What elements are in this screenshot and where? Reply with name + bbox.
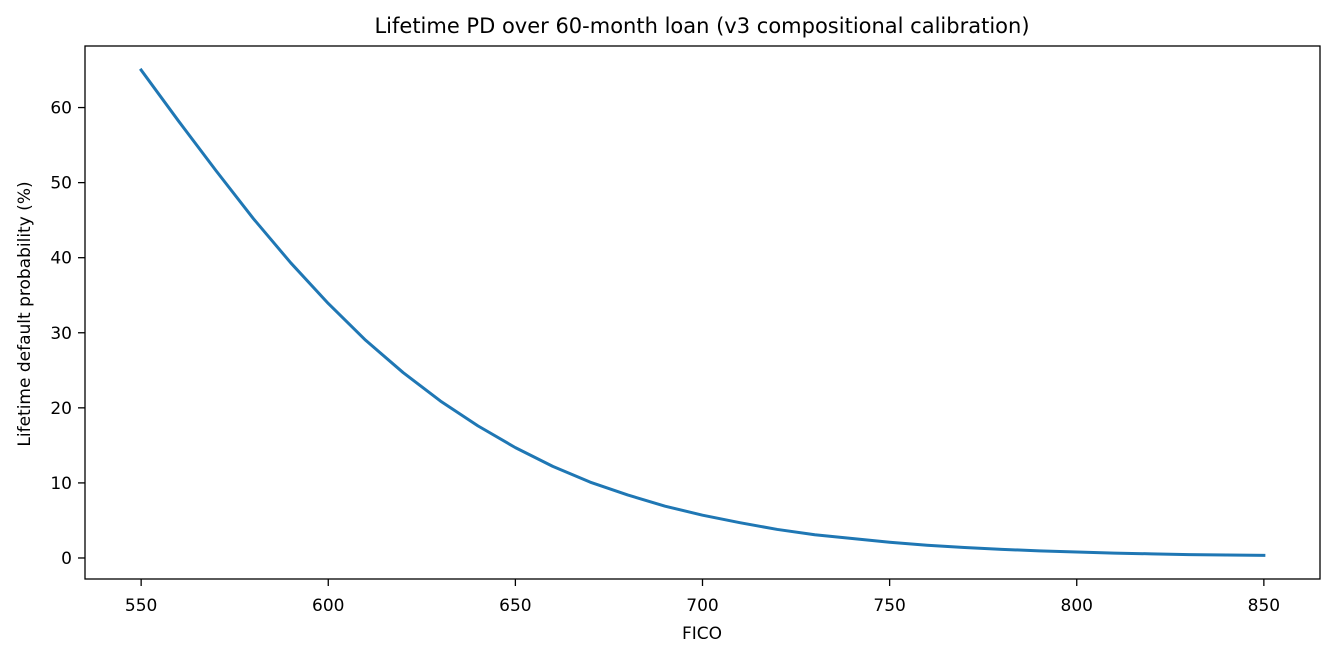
- x-tick-label: 550: [125, 596, 157, 616]
- x-tick-label: 600: [312, 596, 344, 616]
- x-axis-title: FICO: [682, 624, 722, 644]
- y-tick-label: 40: [50, 249, 72, 269]
- plot-area: 550 600 650 700 750 800 850 0 10 20 30 40 50 60: [50, 45, 1321, 616]
- x-tick-label: 850: [1248, 596, 1280, 616]
- x-tick-label: 800: [1061, 596, 1093, 616]
- x-tick-label: 700: [686, 596, 718, 616]
- y-tick-label: 0: [61, 549, 72, 569]
- y-axis-title: Lifetime default probability (%): [15, 181, 35, 446]
- x-tick-label: 650: [499, 596, 531, 616]
- y-tick-label: 50: [50, 174, 72, 194]
- series-line-1: [139, 67, 1266, 557]
- chart-title: Lifetime PD over 60-month loan (v3 compo…: [374, 14, 1029, 38]
- y-tick-label: 20: [50, 399, 72, 419]
- plot-frame: [84, 45, 1321, 580]
- y-tick-label: 30: [50, 324, 72, 344]
- y-tick-label: 10: [50, 474, 72, 494]
- y-tick-label: 60: [50, 99, 72, 119]
- x-tick-label: 750: [873, 596, 905, 616]
